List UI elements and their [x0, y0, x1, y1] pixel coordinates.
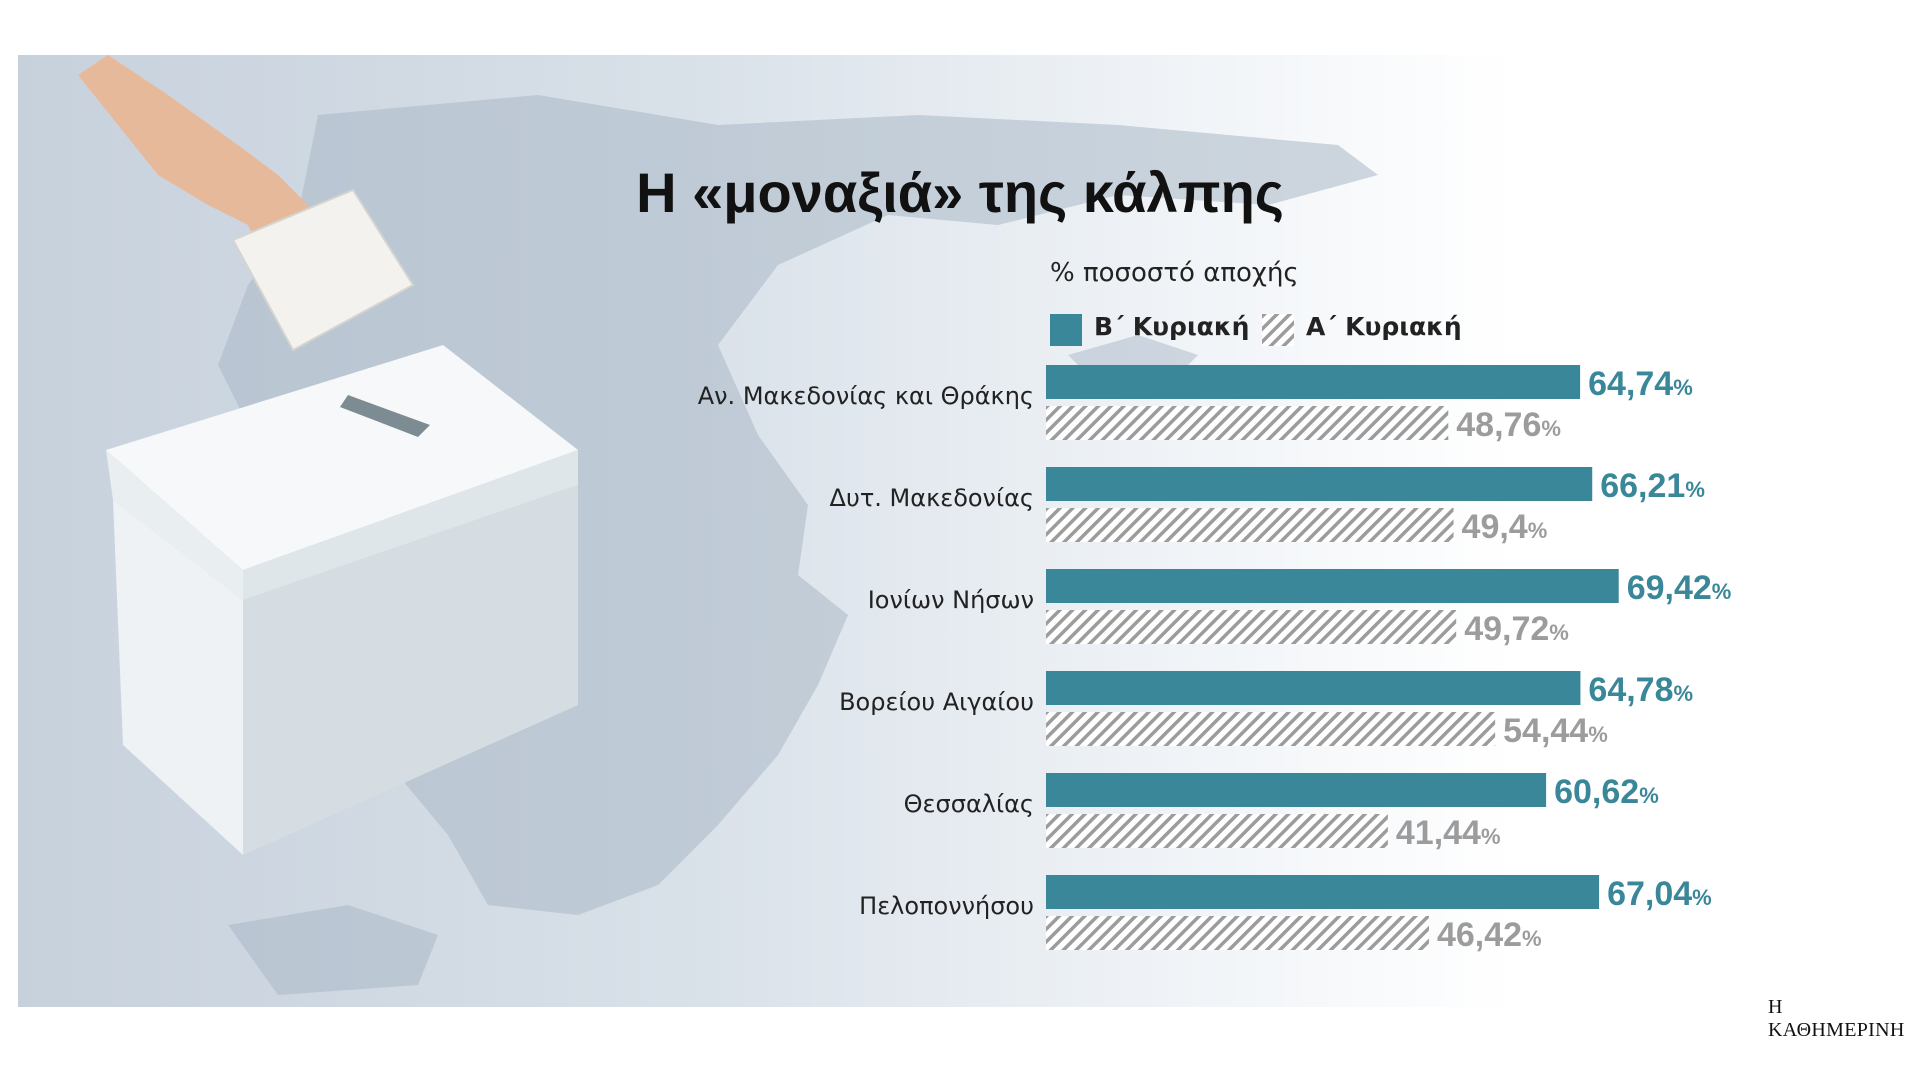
background-map-panel: [18, 55, 1886, 1007]
legend-label-a: Α΄ Κυριακή: [1306, 312, 1462, 341]
data-label-unit: %: [1522, 926, 1542, 951]
data-label-b: 64,74%: [1588, 365, 1693, 403]
bar-series-a: [1046, 916, 1429, 950]
data-label-value: 41,44: [1396, 814, 1481, 852]
data-label-unit: %: [1549, 620, 1569, 645]
data-label-value: 60,62: [1554, 773, 1639, 811]
data-label-a: 48,76%: [1456, 406, 1561, 444]
data-label-value: 64,74: [1588, 365, 1673, 403]
bar-series-a: [1046, 508, 1454, 542]
category-label: Δυτ. Μακεδονίας: [830, 484, 1034, 512]
data-label-value: 46,42: [1437, 916, 1522, 954]
chart-subtitle: % ποσοστό αποχής: [1050, 258, 1299, 288]
category-label: Βορείου Αιγαίου: [839, 688, 1034, 716]
data-label-a: 46,42%: [1437, 916, 1542, 954]
ballot-box-illustration: [78, 55, 578, 855]
data-label-b: 66,21%: [1600, 467, 1705, 505]
data-label-a: 49,4%: [1462, 508, 1548, 546]
data-label-unit: %: [1639, 783, 1659, 808]
data-label-a: 41,44%: [1396, 814, 1501, 852]
data-label-a: 49,72%: [1464, 610, 1569, 648]
bar-series-a: [1046, 406, 1449, 440]
bar-series-b: [1046, 569, 1619, 603]
data-label-value: 66,21: [1600, 467, 1685, 505]
category-label: Αν. Μακεδονίας και Θράκης: [698, 382, 1034, 410]
data-label-unit: %: [1674, 681, 1694, 706]
data-label-unit: %: [1528, 518, 1548, 543]
data-label-value: 49,4: [1462, 508, 1528, 546]
category-label: Θεσσαλίας: [904, 790, 1034, 818]
data-label-unit: %: [1481, 824, 1501, 849]
bar-series-a: [1046, 610, 1457, 644]
legend-label-b: Β΄ Κυριακή: [1094, 312, 1250, 341]
category-label: Πελοποννήσου: [859, 892, 1034, 920]
data-label-b: 67,04%: [1607, 875, 1712, 913]
data-label-value: 67,04: [1607, 875, 1692, 913]
data-label-value: 54,44: [1503, 712, 1588, 750]
data-label-value: 69,42: [1627, 569, 1712, 607]
data-label-unit: %: [1685, 477, 1705, 502]
legend-swatch-b: [1050, 314, 1082, 346]
data-label-value: 48,76: [1456, 406, 1541, 444]
bar-series-a: [1046, 814, 1388, 848]
data-label-b: 69,42%: [1627, 569, 1732, 607]
data-label-unit: %: [1541, 416, 1561, 441]
data-label-unit: %: [1673, 375, 1693, 400]
chart-title: Η «μοναξιά» της κάλπης: [636, 161, 1284, 224]
data-label-b: 64,78%: [1588, 671, 1693, 709]
data-label-unit: %: [1692, 885, 1712, 910]
data-label-value: 64,78: [1588, 671, 1673, 709]
bar-series-b: [1046, 875, 1600, 909]
publisher-logo: Η ΚΑΘΗΜΕΡΙΝΗ: [1768, 996, 1905, 1041]
bar-series-b: [1046, 671, 1581, 705]
data-label-b: 60,62%: [1554, 773, 1659, 811]
bar-series-b: [1046, 365, 1581, 399]
data-label-unit: %: [1588, 722, 1608, 747]
bar-series-b: [1046, 467, 1593, 501]
data-label-a: 54,44%: [1503, 712, 1608, 750]
category-label: Ιονίων Νήσων: [868, 586, 1034, 614]
bar-series-b: [1046, 773, 1547, 807]
legend-swatch-a: [1262, 314, 1294, 346]
data-label-value: 49,72: [1464, 610, 1549, 648]
data-label-unit: %: [1712, 579, 1732, 604]
bar-series-a: [1046, 712, 1496, 746]
